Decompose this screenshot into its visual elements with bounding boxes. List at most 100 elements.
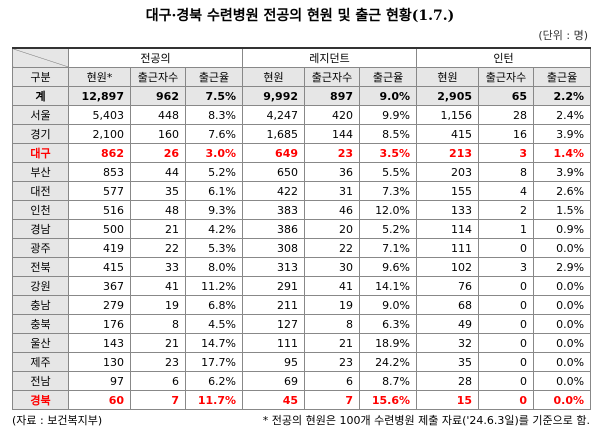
cell: 17.7%	[184, 352, 244, 372]
cell: 8	[130, 314, 186, 334]
column-row: 구분 현원* 출근자수 출근율 현원 출근자수 출근율 현원 출근자수 출근율	[12, 67, 592, 87]
row-label: 부산	[12, 162, 69, 182]
cell: 3.9%	[533, 162, 592, 182]
table-row: 전남 97 6 6.2% 69 6 8.7% 28 0 0.0%	[12, 371, 592, 391]
cell: 5.5%	[359, 162, 418, 182]
table-row: 대전 577 35 6.1% 422 31 7.3% 155 4 2.6%	[12, 181, 592, 201]
cell: 419	[68, 238, 131, 258]
cell: 3.9%	[533, 124, 592, 144]
cell: 14.1%	[359, 276, 418, 296]
group-row: 전공의 레지던트 인턴	[12, 47, 592, 68]
cell: 21	[304, 333, 361, 353]
cell: 0	[478, 371, 535, 391]
cell: 415	[68, 257, 131, 277]
row-label: 경기	[12, 124, 69, 144]
cell: 15	[416, 390, 480, 410]
cell: 3	[478, 257, 535, 277]
column-header: 현원	[242, 67, 306, 87]
cell: 415	[416, 124, 480, 144]
row-label: 전북	[12, 257, 69, 277]
cell: 1,156	[416, 105, 480, 125]
cell: 5.2%	[359, 219, 418, 239]
cell: 7	[130, 390, 186, 410]
row-label: 인천	[12, 200, 69, 220]
cell: 21	[130, 219, 186, 239]
cell: 8	[478, 162, 535, 182]
cell: 69	[242, 371, 306, 391]
cell: 48	[130, 200, 186, 220]
cell: 897	[304, 86, 361, 106]
cell: 853	[68, 162, 131, 182]
cell: 127	[242, 314, 306, 334]
cell: 155	[416, 181, 480, 201]
cell: 9.0%	[359, 295, 418, 315]
column-header: 현원*	[68, 67, 131, 87]
cell: 95	[242, 352, 306, 372]
cell: 41	[130, 276, 186, 296]
cell: 2,905	[416, 86, 480, 106]
note: * 전공의 현원은 100개 수련병원 제출 자료('24.6.3일)를 기준으…	[262, 414, 590, 427]
row-label: 광주	[12, 238, 69, 258]
cell: 36	[304, 162, 361, 182]
cell: 5.3%	[184, 238, 244, 258]
row-label: 계	[12, 86, 69, 106]
cell: 35	[130, 181, 186, 201]
cell: 367	[68, 276, 131, 296]
column-header: 출근자수	[304, 67, 361, 87]
cell: 11.2%	[184, 276, 244, 296]
cell: 23	[304, 352, 361, 372]
column-header: 현원	[416, 67, 480, 87]
row-label: 경북	[12, 390, 69, 410]
cell: 97	[68, 371, 131, 391]
cell: 0.0%	[533, 276, 592, 296]
cell: 9.6%	[359, 257, 418, 277]
cell: 133	[416, 200, 480, 220]
cell: 8.5%	[359, 124, 418, 144]
cell: 12.0%	[359, 200, 418, 220]
title: 대구·경북 수련병원 전공의 현원 및 출근 현황(1.7.)	[145, 8, 455, 24]
cell: 111	[416, 238, 480, 258]
group-header: 레지던트	[242, 47, 418, 68]
cell: 7.1%	[359, 238, 418, 258]
cell: 130	[68, 352, 131, 372]
cell: 102	[416, 257, 480, 277]
cell: 448	[130, 105, 186, 125]
column-header: 출근율	[359, 67, 418, 87]
cell: 24.2%	[359, 352, 418, 372]
cell: 23	[130, 352, 186, 372]
column-header: 출근자수	[130, 67, 186, 87]
row-label: 강원	[12, 276, 69, 296]
cell: 176	[68, 314, 131, 334]
cell: 65	[478, 86, 535, 106]
cell: 0	[478, 276, 535, 296]
cell: 6.3%	[359, 314, 418, 334]
cell: 420	[304, 105, 361, 125]
cell: 3.5%	[359, 143, 418, 163]
cell: 0.0%	[533, 390, 592, 410]
row-label: 울산	[12, 333, 69, 353]
cell: 32	[416, 333, 480, 353]
cell: 31	[304, 181, 361, 201]
cell: 15.6%	[359, 390, 418, 410]
cell: 203	[416, 162, 480, 182]
cell: 16	[478, 124, 535, 144]
table-row: 충북 176 8 4.5% 127 8 6.3% 49 0 0.0%	[12, 314, 592, 334]
cell: 6.8%	[184, 295, 244, 315]
cell: 1	[478, 219, 535, 239]
table-row: 서울 5,403 448 8.3% 4,247 420 9.9% 1,156 28 2.4%	[12, 105, 592, 125]
cell: 30	[304, 257, 361, 277]
cell: 1.4%	[533, 143, 592, 163]
cell: 0.0%	[533, 314, 592, 334]
cell: 8.0%	[184, 257, 244, 277]
cell: 4	[478, 181, 535, 201]
cell: 0	[478, 314, 535, 334]
row-label: 제주	[12, 352, 69, 372]
cell: 7	[304, 390, 361, 410]
cell: 11.7%	[184, 390, 244, 410]
row-label: 충남	[12, 295, 69, 315]
table-row: 울산 143 21 14.7% 111 21 18.9% 32 0 0.0%	[12, 333, 592, 353]
cell: 383	[242, 200, 306, 220]
cell: 313	[242, 257, 306, 277]
group-header: 전공의	[67, 47, 244, 68]
corner-cell	[12, 47, 69, 68]
